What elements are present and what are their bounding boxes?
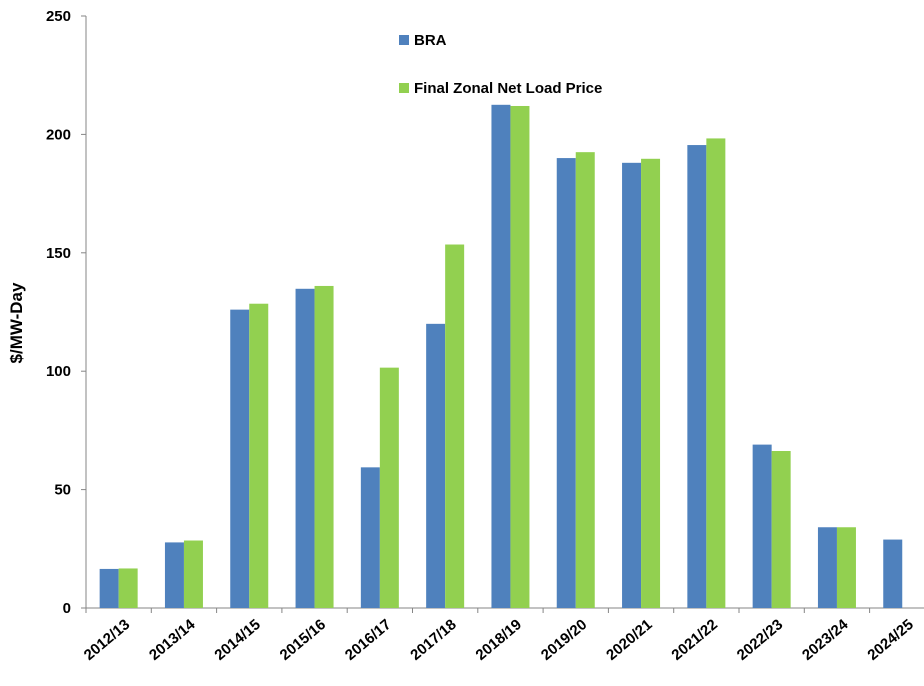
bar-series-group [99, 104, 903, 609]
y-tick-label: 200 [46, 126, 71, 143]
bar-final-zonal-net-load-price [118, 568, 138, 608]
bar-final-zonal-net-load-price [445, 244, 465, 608]
bar-final-zonal-net-load-price [706, 138, 726, 608]
bar-bra [883, 539, 903, 608]
bar-final-zonal-net-load-price [510, 105, 530, 608]
bar-final-zonal-net-load-price [379, 367, 399, 608]
x-tick-label: 2017/18 [407, 616, 459, 664]
bar-bra [622, 162, 642, 609]
bar-final-zonal-net-load-price [771, 451, 791, 608]
x-tick-label: 2015/16 [277, 616, 329, 664]
bar-final-zonal-net-load-price [575, 152, 595, 608]
bar-bra [360, 467, 380, 608]
bar-bra [164, 542, 184, 608]
y-axis-ticks: 0 50 100 150 200 250 [46, 8, 86, 617]
bar-bra [687, 145, 707, 608]
bar-bra [817, 527, 837, 608]
bar-bra [295, 288, 315, 608]
x-tick-label: 2022/23 [734, 616, 786, 664]
y-tick-label: 150 [46, 245, 71, 262]
legend-label: BRA [414, 32, 447, 49]
bar-bra [426, 323, 446, 608]
bar-final-zonal-net-load-price [314, 285, 334, 608]
bar-bra [230, 309, 250, 608]
bar-final-zonal-net-load-price [249, 303, 269, 608]
x-tick-label: 2021/22 [668, 616, 720, 664]
x-tick-label: 2016/17 [342, 616, 394, 664]
y-tick-label: 50 [54, 482, 71, 499]
legend-swatch [399, 35, 409, 45]
x-tick-label: 2023/24 [799, 616, 852, 664]
bar-bra [99, 568, 119, 608]
x-tick-label: 2024/25 [864, 616, 916, 664]
legend-swatch [399, 83, 409, 93]
x-tick-label: 2018/19 [473, 616, 525, 664]
x-tick-label: 2019/20 [538, 616, 590, 664]
x-axis-ticks: 2012/13 2013/14 2014/15 2015/16 2016/17 2017/… [81, 608, 917, 664]
y-axis-title: $/MW-Day [7, 282, 26, 363]
bar-bra [752, 444, 772, 608]
bar-bra [556, 158, 576, 608]
bar-final-zonal-net-load-price [641, 158, 661, 608]
x-tick-label: 2012/13 [81, 616, 133, 664]
x-tick-label: 2014/15 [211, 616, 263, 664]
bar-bra [491, 104, 511, 609]
y-tick-label: 100 [46, 363, 71, 380]
legend-label: Final Zonal Net Load Price [414, 80, 602, 97]
bar-final-zonal-net-load-price [836, 527, 856, 608]
y-tick-label: 0 [63, 600, 71, 617]
x-tick-label: 2020/21 [603, 616, 655, 664]
legend: BRA Final Zonal Net Load Price [399, 32, 602, 97]
bar-final-zonal-net-load-price [183, 540, 203, 608]
x-tick-label: 2013/14 [146, 616, 199, 664]
y-tick-label: 250 [46, 8, 71, 25]
